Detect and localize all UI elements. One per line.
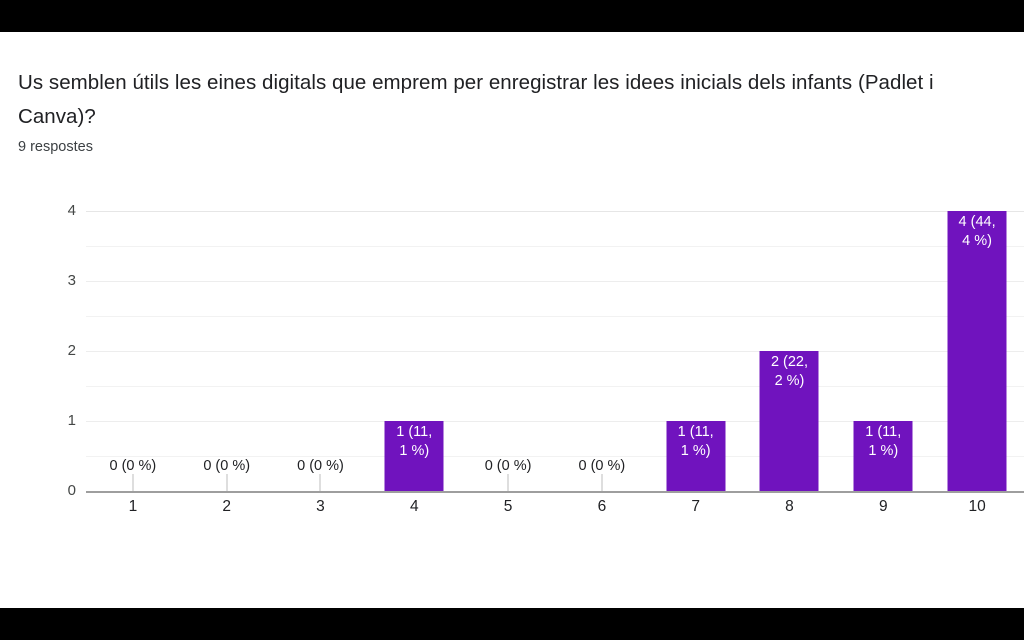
gridline bbox=[86, 386, 1024, 387]
x-axis-tick-label: 2 bbox=[222, 498, 231, 515]
x-axis-tick-label: 5 bbox=[503, 498, 513, 515]
bar-chart: 0 1 2 3 4 0 (0 %) 1 0 (0 %) 2 0 (0 %) 3 1 (11, 1 %)… bbox=[0, 32, 1024, 608]
bar-value-label: 0 (0 %) bbox=[203, 458, 251, 474]
letterbox-bottom bbox=[0, 608, 1024, 640]
x-axis-tick-label: 7 bbox=[691, 498, 700, 515]
y-axis-tick-label: 2 bbox=[67, 342, 76, 359]
gridline bbox=[86, 246, 1024, 247]
gridline bbox=[86, 211, 1024, 212]
x-axis-tick-label: 1 bbox=[128, 498, 138, 515]
y-axis-tick-label: 4 bbox=[67, 202, 76, 219]
bar[interactable] bbox=[853, 421, 913, 491]
response-count: 9 respostes bbox=[18, 139, 93, 155]
x-axis-tick-label: 3 bbox=[316, 498, 325, 515]
bar-group[interactable]: 4 (44, 4 %) 10 bbox=[930, 211, 1024, 515]
bar-value-label: 1 (11, 1 %) bbox=[677, 424, 714, 459]
bar-group[interactable]: 0 (0 %) 6 bbox=[555, 211, 649, 515]
x-axis-tick-label: 10 bbox=[968, 498, 986, 515]
x-axis-tick bbox=[507, 474, 509, 491]
bar-value-label: 4 (44, 4 %) bbox=[958, 214, 996, 249]
x-axis-tick bbox=[132, 474, 134, 491]
bar-group[interactable]: 0 (0 %) 2 bbox=[180, 211, 274, 515]
gridline bbox=[86, 456, 1024, 457]
letterbox-top bbox=[0, 0, 1024, 32]
x-axis-tick-label: 8 bbox=[785, 498, 794, 515]
gridline bbox=[86, 421, 1024, 422]
gridline bbox=[86, 281, 1024, 282]
x-axis-tick-label: 9 bbox=[878, 498, 888, 515]
bar-value-label: 1 (11, 1 %) bbox=[396, 424, 433, 459]
bar-value-label: 0 (0 %) bbox=[297, 458, 344, 474]
bar-value-label: 1 (11, 1 %) bbox=[865, 424, 902, 459]
bar[interactable] bbox=[759, 351, 819, 491]
gridline bbox=[86, 316, 1024, 317]
bar-group[interactable]: 1 (11, 1 %) 9 bbox=[836, 211, 930, 515]
bar-group[interactable]: 0 (0 %) 1 bbox=[86, 211, 180, 515]
bar-group[interactable]: 2 (22, 2 %) 8 bbox=[743, 211, 837, 515]
chart-card: Us semblen útils les eines digitals que … bbox=[0, 32, 1024, 608]
x-axis-tick-label: 4 bbox=[409, 498, 419, 515]
bar-value-label: 0 (0 %) bbox=[578, 458, 626, 474]
x-axis-line bbox=[86, 491, 1024, 493]
bar-group[interactable]: 0 (0 %) 5 bbox=[461, 211, 555, 515]
y-axis-tick-label: 3 bbox=[67, 272, 76, 289]
bar-group[interactable]: 0 (0 %) 3 bbox=[274, 211, 368, 515]
bar-group[interactable]: 1 (11, 1 %) 4 bbox=[367, 211, 461, 515]
bar-value-label: 0 (0 %) bbox=[109, 458, 157, 474]
y-axis-tick-label: 0 bbox=[67, 482, 76, 499]
bar-group[interactable]: 1 (11, 1 %) 7 bbox=[649, 211, 743, 515]
bar-value-label: 0 (0 %) bbox=[484, 458, 532, 474]
x-axis-tick bbox=[319, 474, 321, 491]
page-title: Us semblen útils les eines digitals que … bbox=[18, 71, 934, 128]
y-axis-tick-label: 1 bbox=[67, 412, 76, 429]
x-axis-tick-label: 6 bbox=[597, 498, 607, 515]
bar[interactable] bbox=[384, 421, 444, 491]
gridline bbox=[86, 351, 1024, 352]
bar[interactable] bbox=[666, 421, 726, 491]
chart-header: Us semblen útils les eines digitals que … bbox=[18, 66, 1003, 157]
x-axis-tick bbox=[226, 474, 228, 491]
bar[interactable] bbox=[947, 211, 1007, 491]
plot-area: 0 (0 %) 1 0 (0 %) 2 0 (0 %) 3 1 (11, 1 %) 4 0 (0 … bbox=[86, 211, 1024, 515]
x-axis-tick bbox=[601, 474, 603, 491]
bar-value-label: 2 (22, 2 %) bbox=[770, 354, 809, 389]
